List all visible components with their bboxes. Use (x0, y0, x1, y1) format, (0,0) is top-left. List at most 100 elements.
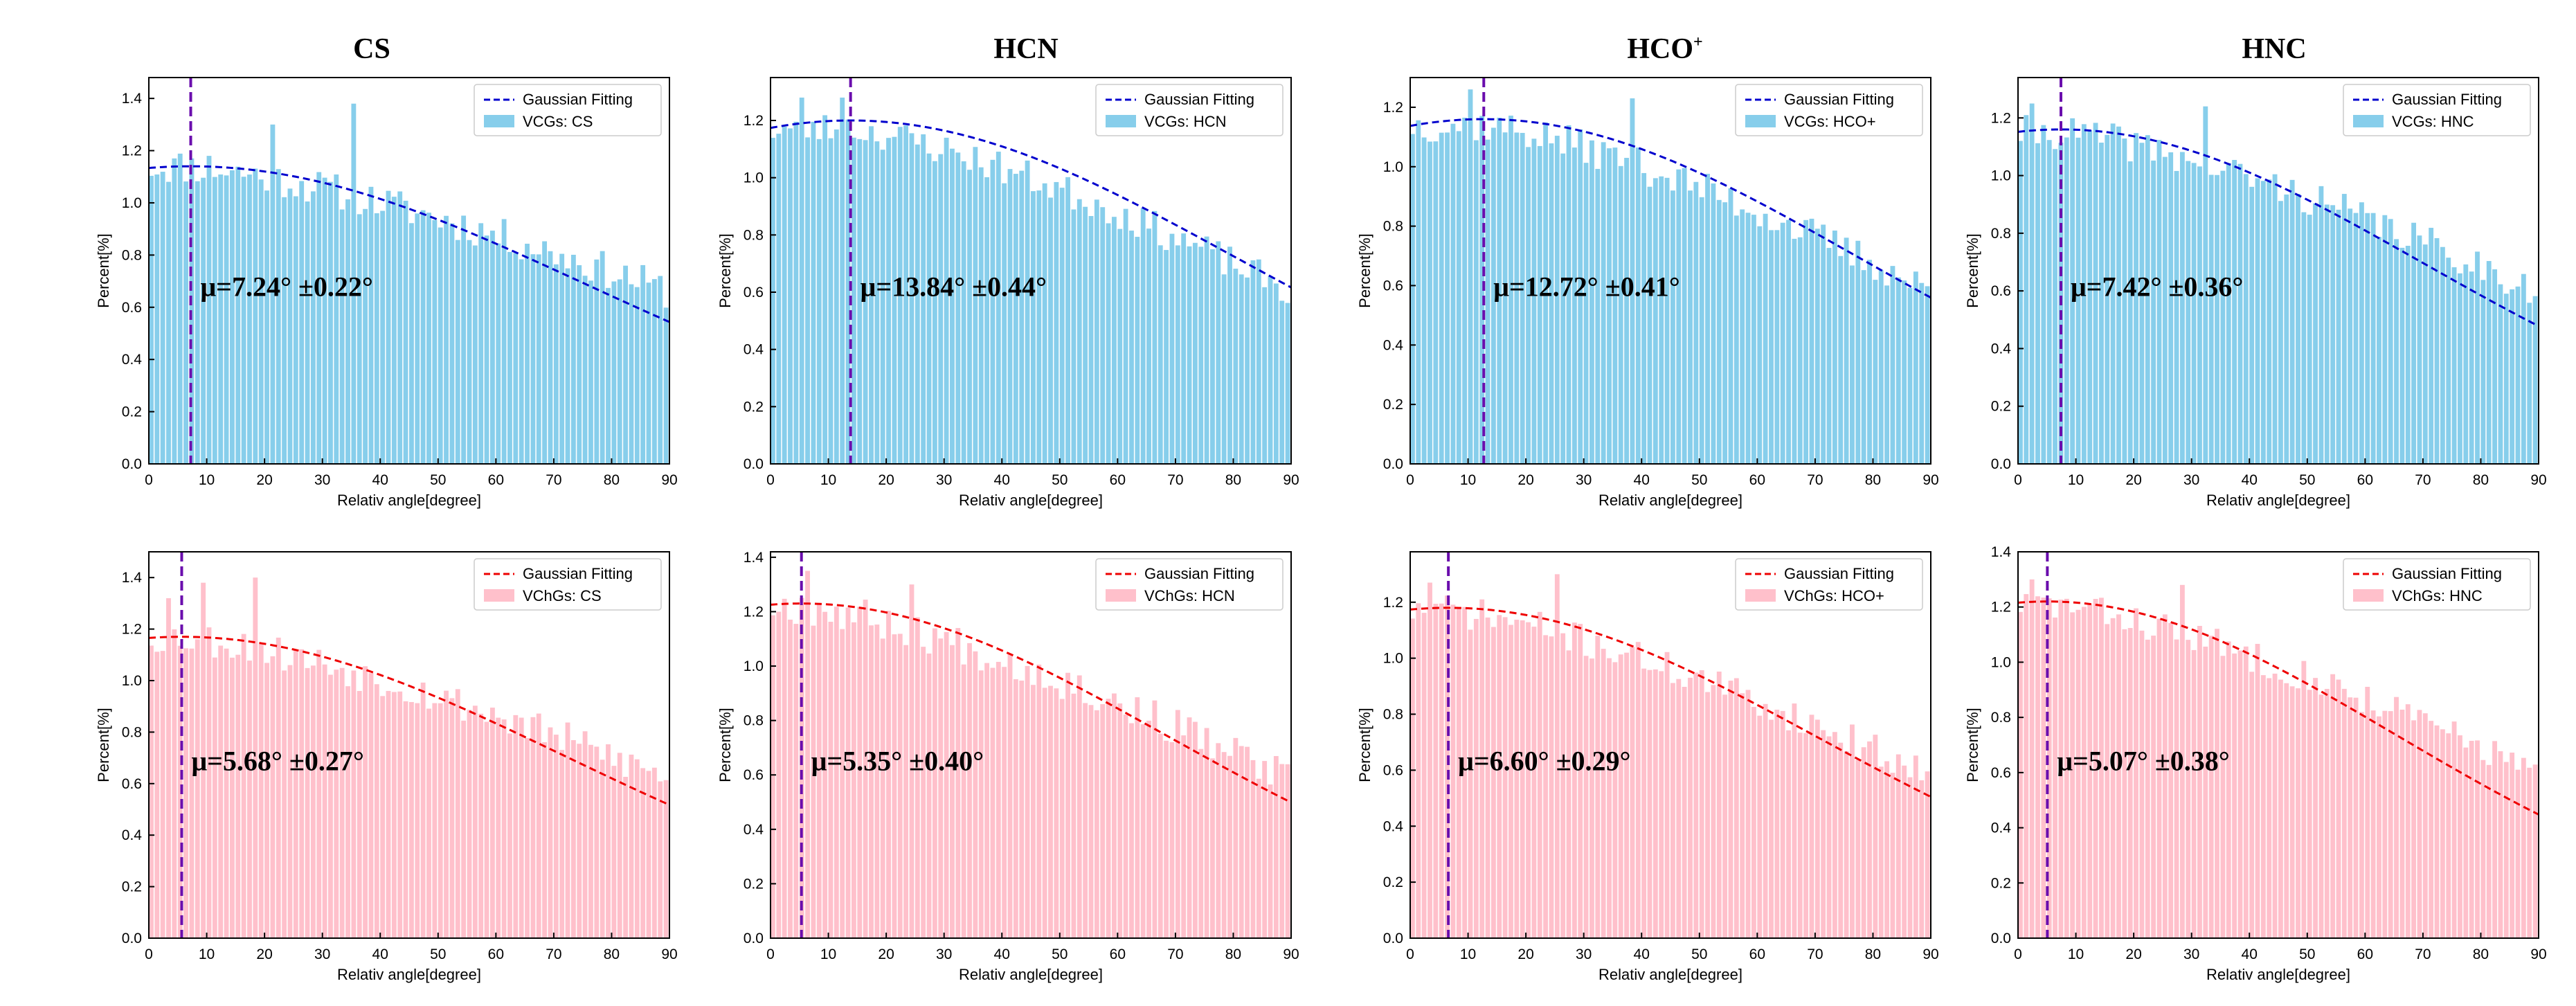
histogram-bar (1601, 649, 1606, 938)
histogram-bar (496, 243, 501, 464)
histogram-bar (1019, 170, 1025, 464)
histogram-bar (2492, 269, 2498, 464)
histogram-bar (886, 611, 891, 938)
y-tick-label: 0.2 (1383, 874, 1403, 890)
histogram-bar (950, 645, 955, 938)
histogram-bar (2341, 688, 2347, 938)
legend: Gaussian Fitting VCGs: HNC (2343, 84, 2531, 136)
y-tick-label: 0.8 (744, 713, 764, 729)
histogram-bar (1479, 599, 1485, 938)
histogram-bar (1048, 685, 1053, 938)
histogram-bar (322, 177, 327, 464)
histogram-bar (484, 721, 489, 938)
legend-fit-label: Gaussian Fitting (2392, 565, 2502, 582)
histogram-bar (2232, 160, 2237, 464)
histogram-bar (472, 706, 478, 938)
x-tick-label: 30 (1576, 946, 1592, 962)
histogram-bar (1612, 147, 1618, 464)
histogram-bar (1433, 604, 1439, 938)
histogram-bar (1007, 654, 1013, 938)
histogram-bar (2451, 267, 2457, 464)
histogram-bar (2301, 212, 2307, 464)
histogram-bar (2422, 244, 2428, 464)
x-tick-label: 20 (878, 472, 894, 488)
histogram-bar (1635, 147, 1641, 464)
histogram-bar (519, 717, 524, 938)
x-tick-label: 50 (1052, 946, 1068, 962)
histogram-bar (1838, 742, 1844, 938)
y-axis-label: Percent[%] (1356, 233, 1373, 308)
histogram-bar (863, 140, 868, 464)
histogram-bar (1216, 743, 1221, 938)
y-tick-label: 1.2 (122, 143, 142, 159)
histogram-bar (892, 136, 897, 464)
histogram-bar (2527, 767, 2532, 938)
histogram-bar (195, 181, 200, 464)
histogram-bar (1751, 215, 1756, 464)
histogram-bar (1169, 742, 1175, 938)
histogram-bar (1473, 618, 1479, 938)
histogram-bar (351, 670, 357, 938)
x-tick-label: 0 (145, 472, 153, 488)
histogram-bar (334, 670, 339, 938)
histogram-bar (909, 133, 915, 464)
histogram-bar (1497, 615, 1502, 938)
histogram-bar (229, 657, 235, 938)
histogram-bar (397, 191, 403, 464)
histogram-bar (996, 661, 1001, 938)
histogram-bar (1902, 765, 1907, 938)
histogram-bar (1239, 746, 1244, 938)
histogram-bar (455, 240, 460, 464)
histogram-bar (640, 264, 646, 464)
bar-series (149, 103, 669, 465)
histogram-bar (1065, 177, 1070, 465)
histogram-bar (1751, 707, 1756, 938)
histogram-bar (1850, 724, 1855, 938)
histogram-bar (1873, 735, 1878, 938)
histogram-bar (1814, 719, 1820, 938)
legend-bar-label: VCGs: HNC (2392, 113, 2474, 130)
legend: Gaussian Fitting VChGs: HCO+ (1735, 558, 1923, 611)
mu-annotation: μ=5.07° ±0.38° (2057, 745, 2229, 776)
histogram-bar (2232, 653, 2237, 938)
histogram-bar (663, 780, 669, 938)
histogram-bar (2434, 725, 2440, 938)
histogram-bar (1123, 208, 1128, 464)
x-tick-label: 0 (766, 946, 775, 962)
x-tick-label: 90 (661, 946, 677, 962)
histogram-bar (1733, 678, 1739, 938)
histogram-bar (368, 673, 374, 938)
x-tick-label: 60 (1749, 946, 1765, 962)
histogram-bar (834, 129, 839, 465)
histogram-bar (177, 645, 183, 938)
x-tick-label: 90 (2530, 472, 2546, 488)
histogram-bar (2093, 123, 2098, 465)
histogram-bar (2510, 753, 2515, 938)
histogram-bar (253, 577, 258, 938)
y-tick-label: 1.0 (1991, 654, 2011, 670)
histogram-bar (2053, 617, 2057, 938)
column-title-hco-base: HCO (1627, 33, 1693, 65)
histogram-bar (391, 692, 397, 938)
histogram-bar (351, 103, 357, 464)
histogram-bar (2191, 163, 2197, 464)
y-tick-label: 0.2 (1383, 397, 1403, 413)
histogram-bar (611, 766, 617, 938)
legend-bar-label: VChGs: HNC (2392, 587, 2483, 604)
histogram-bar (811, 625, 816, 938)
histogram-bar (2024, 115, 2029, 464)
histogram-bar (1181, 233, 1187, 464)
bar-series (2018, 579, 2538, 938)
histogram-bar (2475, 251, 2480, 464)
x-tick-label: 20 (2125, 946, 2141, 962)
histogram-bar (961, 161, 966, 464)
histogram-bar (1187, 717, 1192, 938)
histogram-bar (594, 259, 600, 464)
histogram-bar (2510, 289, 2515, 464)
histogram-bar (978, 167, 984, 464)
x-tick-label: 0 (766, 472, 775, 488)
histogram-bar (1445, 595, 1450, 938)
histogram-bar (2475, 740, 2480, 938)
histogram-bar (1059, 188, 1065, 464)
y-tick-label: 1.0 (122, 673, 142, 689)
